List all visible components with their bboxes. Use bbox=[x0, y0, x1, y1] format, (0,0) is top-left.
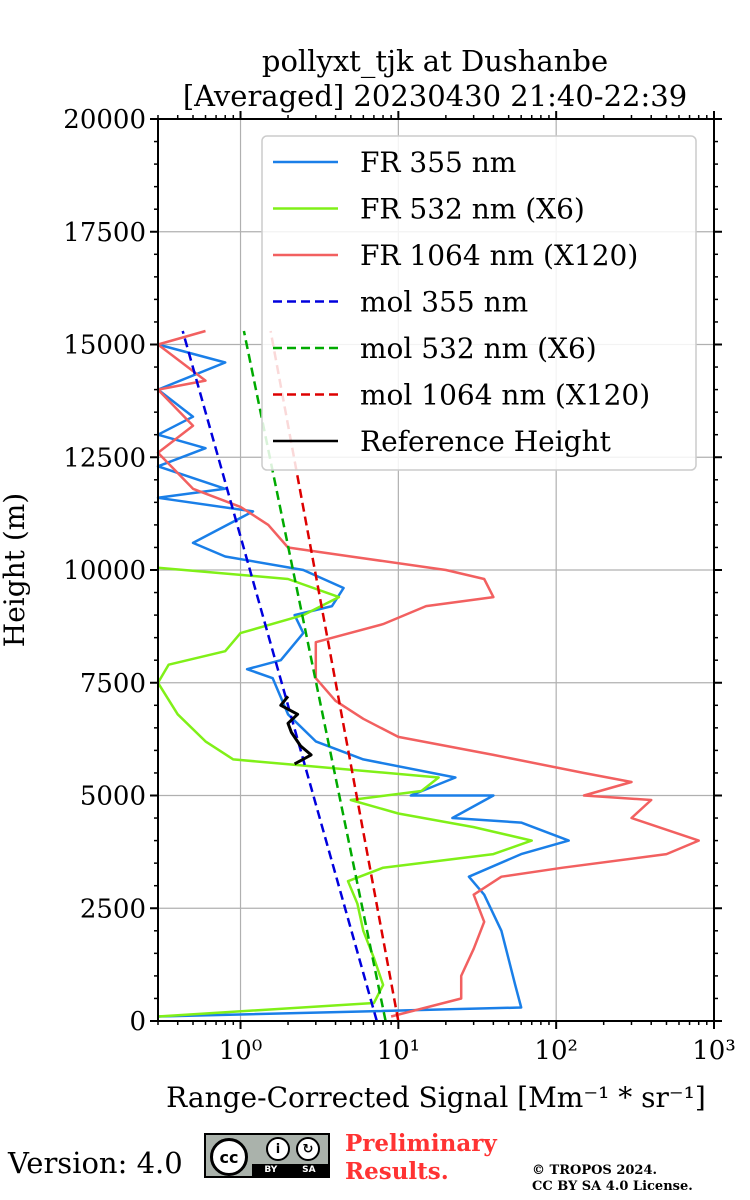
preliminary-results-note: Preliminary Results. bbox=[345, 1130, 497, 1186]
x-tick-label: 10² bbox=[534, 1036, 578, 1066]
cc-license-bar: BY SA bbox=[252, 1164, 328, 1176]
legend-label-fr-532-nm-x6: FR 532 nm (X6) bbox=[360, 193, 585, 226]
copyright-note: © TROPOS 2024. CC BY SA 4.0 License. bbox=[532, 1163, 693, 1195]
y-tick-label: 0 bbox=[129, 1007, 146, 1037]
y-axis-label: Height (m) bbox=[0, 493, 31, 647]
series-line-mol-532-nm-x6 bbox=[242, 330, 387, 1022]
y-tick-label: 5000 bbox=[80, 782, 146, 812]
series-line-fr-1064-nm-x120 bbox=[156, 329, 700, 1018]
y-tick-label: 15000 bbox=[63, 331, 146, 361]
chart-title-line2: [Averaged] 20230430 21:40-22:39 bbox=[183, 79, 687, 113]
version-label: Version: 4.0 bbox=[8, 1146, 183, 1180]
x-tick-label: 10⁰ bbox=[219, 1036, 263, 1066]
y-tick-label: 7500 bbox=[80, 669, 146, 699]
legend-label-reference-height: Reference Height bbox=[360, 425, 612, 458]
series-line-mol-355-nm bbox=[181, 330, 379, 1022]
series-line-fr-532-nm-x6 bbox=[156, 566, 533, 1018]
series-line-fr-355-nm bbox=[156, 343, 570, 1018]
preliminary-line1: Preliminary bbox=[345, 1130, 497, 1157]
by-sa-icons: i ↻ bbox=[258, 1137, 328, 1165]
attribution-icon: i bbox=[266, 1137, 290, 1161]
x-tick-label: 10¹ bbox=[377, 1036, 421, 1066]
legend-label-fr-355-nm: FR 355 nm bbox=[360, 146, 516, 179]
legend-label-fr-1064-nm-x120: FR 1064 nm (X120) bbox=[360, 239, 638, 272]
x-tick-label: 10³ bbox=[692, 1036, 736, 1066]
cc-by-label: BY bbox=[264, 1165, 278, 1175]
copyright-line2: CC BY SA 4.0 License. bbox=[532, 1179, 693, 1194]
plot-frame bbox=[157, 118, 715, 1022]
y-tick-label: 10000 bbox=[63, 556, 146, 586]
legend: FR 355 nm FR 532 nm (X6) FR 1064 nm (X120)… bbox=[261, 135, 697, 471]
plot-series bbox=[156, 329, 700, 1022]
chart-title: pollyxt_tjk at Dushanbe [Averaged] 20230… bbox=[183, 44, 687, 113]
cc-icon: cc bbox=[210, 1138, 248, 1176]
y-tick-label: 17500 bbox=[63, 218, 146, 248]
share-alike-icon: ↻ bbox=[296, 1137, 320, 1161]
series-line-reference-height bbox=[279, 695, 313, 766]
axis-ticks: 0 2500 5000 7500 10000 12500 15000 17500 20000 10… bbox=[63, 105, 735, 1066]
legend-label-mol-1064-nm-x120: mol 1064 nm (X120) bbox=[360, 379, 650, 412]
y-tick-label: 2500 bbox=[80, 894, 146, 924]
preliminary-line2: Results. bbox=[345, 1158, 449, 1185]
legend-label-mol-532-nm-x6: mol 532 nm (X6) bbox=[360, 332, 597, 365]
x-axis-label: Range-Corrected Signal [Mm⁻¹ * sr⁻¹] bbox=[166, 1081, 706, 1114]
legend-label-mol-355-nm: mol 355 nm bbox=[360, 286, 528, 319]
cc-license-badge: cc i ↻ BY SA bbox=[204, 1133, 330, 1178]
legend-box bbox=[261, 135, 697, 471]
y-tick-label: 20000 bbox=[63, 105, 146, 135]
series-line-mol-1064-nm-x120 bbox=[269, 330, 400, 1022]
y-tick-label: 12500 bbox=[63, 443, 146, 473]
copyright-line1: © TROPOS 2024. bbox=[532, 1163, 658, 1178]
chart-title-line1: pollyxt_tjk at Dushanbe bbox=[262, 44, 608, 79]
cc-sa-label: SA bbox=[302, 1165, 316, 1175]
